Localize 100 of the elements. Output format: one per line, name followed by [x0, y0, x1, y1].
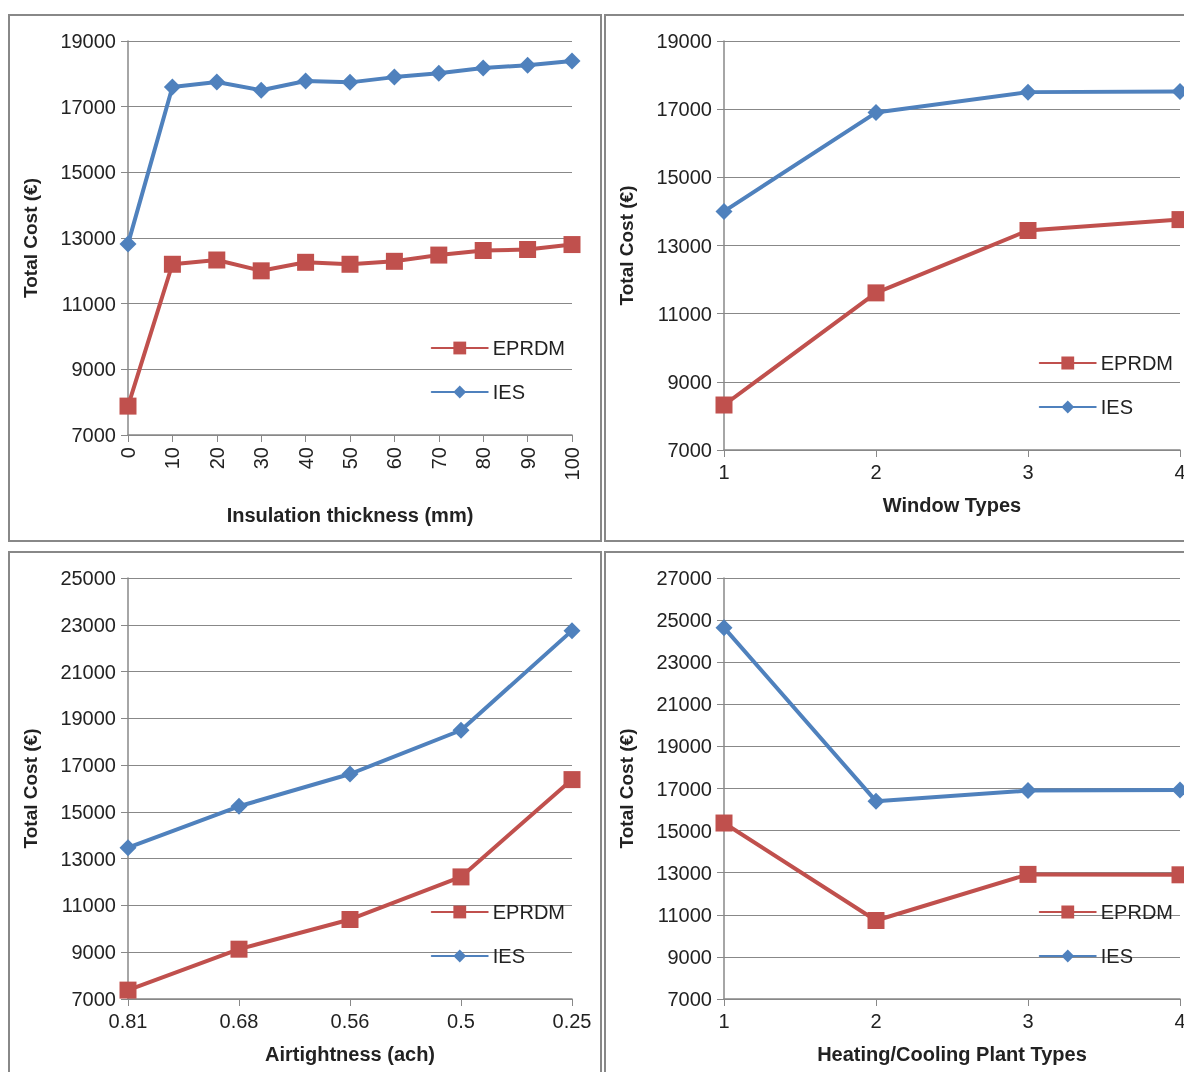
point: [452, 721, 470, 739]
point: [563, 52, 581, 70]
x-tick-label: 2: [870, 461, 882, 483]
x-axis-title: Airtightness (ach): [264, 1043, 436, 1065]
y-axis-title: Total Cost (€): [20, 728, 41, 849]
x-tick-label: 1: [718, 1010, 730, 1032]
x-tick-label: 1: [718, 461, 730, 483]
point: [208, 251, 226, 269]
point: [715, 619, 733, 637]
x-tick-label: 0.5: [447, 1010, 475, 1032]
x-tick-label: 2: [870, 1010, 882, 1032]
y-tick-label: 17000: [60, 754, 116, 777]
point: [163, 255, 181, 273]
point: [385, 252, 403, 270]
x-tick-label: 50: [339, 447, 361, 470]
x-tick-label: 0: [117, 447, 139, 459]
y-tick-label: 9000: [667, 945, 712, 968]
point: [341, 73, 359, 91]
x-tick-label: 40: [294, 447, 317, 470]
point: [715, 396, 733, 414]
legend-label: EPRDM: [1100, 901, 1174, 923]
y-tick-label: 9000: [71, 941, 116, 964]
y-tick-label: 25000: [60, 567, 116, 589]
y-tick-label: 23000: [656, 651, 712, 674]
y-tick-label: 7000: [667, 988, 712, 1010]
point: [519, 240, 537, 258]
point: [563, 771, 581, 789]
y-tick-label: 27000: [656, 567, 712, 589]
y-tick-label: 9000: [71, 358, 116, 381]
point: [715, 202, 733, 220]
legend-label: IES: [1100, 945, 1134, 967]
point: [715, 814, 733, 832]
point: [230, 940, 248, 958]
legend-label: EPRDM: [1100, 352, 1174, 374]
x-tick-label: 3: [1022, 1010, 1034, 1032]
x-tick-label: 0.56: [330, 1010, 370, 1032]
point: [341, 910, 359, 928]
y-tick-label: 13000: [656, 861, 712, 884]
point: [519, 56, 537, 74]
legend-label: EPRDM: [492, 337, 566, 359]
x-tick-label: 0.25: [552, 1010, 592, 1032]
point: [1019, 222, 1037, 239]
y-tick-label: 13000: [656, 234, 712, 257]
point: [474, 241, 492, 259]
point: [163, 78, 181, 96]
y-axis-title: Total Cost (€): [616, 728, 637, 849]
y-tick-label: 11000: [657, 903, 712, 926]
point: [1019, 782, 1037, 800]
legend-label: IES: [492, 945, 526, 967]
legend-label: IES: [492, 381, 526, 403]
point: [341, 765, 359, 783]
y-tick-label: 15000: [656, 819, 712, 842]
point: [119, 839, 137, 857]
x-tick-label: 0.81: [108, 1010, 148, 1032]
point: [867, 911, 885, 929]
y-tick-label: 7000: [71, 988, 116, 1010]
y-tick-label: 19000: [656, 735, 712, 758]
point: [252, 262, 270, 280]
y-tick-label: 11000: [61, 894, 116, 917]
point: [341, 255, 359, 273]
x-axis-title: Insulation thickness (mm): [226, 504, 474, 526]
x-axis-title: Window Types: [882, 494, 1022, 516]
y-tick-label: 13000: [60, 847, 116, 870]
point: [119, 981, 137, 999]
y-tick-label: 19000: [60, 707, 116, 730]
x-tick-label: 30: [250, 447, 273, 470]
x-tick-label: 0.68: [219, 1010, 259, 1032]
y-tick-label: 11000: [657, 302, 712, 325]
point: [252, 81, 270, 99]
x-tick-label: 70: [427, 447, 450, 470]
y-tick-label: 23000: [60, 613, 116, 636]
x-tick-label: 10: [161, 447, 184, 470]
y-tick-label: 13000: [60, 227, 116, 249]
point: [452, 868, 470, 886]
point: [119, 235, 137, 253]
x-tick-label: 20: [205, 447, 228, 470]
x-tick-label: 3: [1022, 461, 1034, 483]
y-tick-label: 7000: [71, 424, 116, 446]
y-tick-label: 11000: [61, 292, 116, 315]
point: [119, 397, 137, 415]
point: [563, 236, 581, 254]
point: [430, 64, 448, 82]
y-tick-label: 19000: [60, 30, 116, 52]
point: [430, 246, 448, 264]
point: [867, 284, 885, 302]
y-tick-label: 21000: [60, 660, 116, 683]
y-axis-title: Total Cost (€): [616, 185, 637, 306]
y-tick-label: 17000: [60, 95, 116, 118]
point: [867, 792, 885, 810]
legend-label: IES: [1100, 396, 1134, 418]
y-tick-label: 21000: [656, 693, 712, 716]
y-tick-label: 9000: [667, 370, 712, 393]
point: [297, 253, 315, 271]
point: [385, 68, 403, 86]
y-tick-label: 15000: [656, 166, 712, 189]
y-tick-label: 17000: [656, 98, 712, 121]
y-tick-label: 15000: [60, 161, 116, 184]
point: [474, 59, 492, 77]
point: [208, 73, 226, 91]
point: [1019, 865, 1037, 883]
